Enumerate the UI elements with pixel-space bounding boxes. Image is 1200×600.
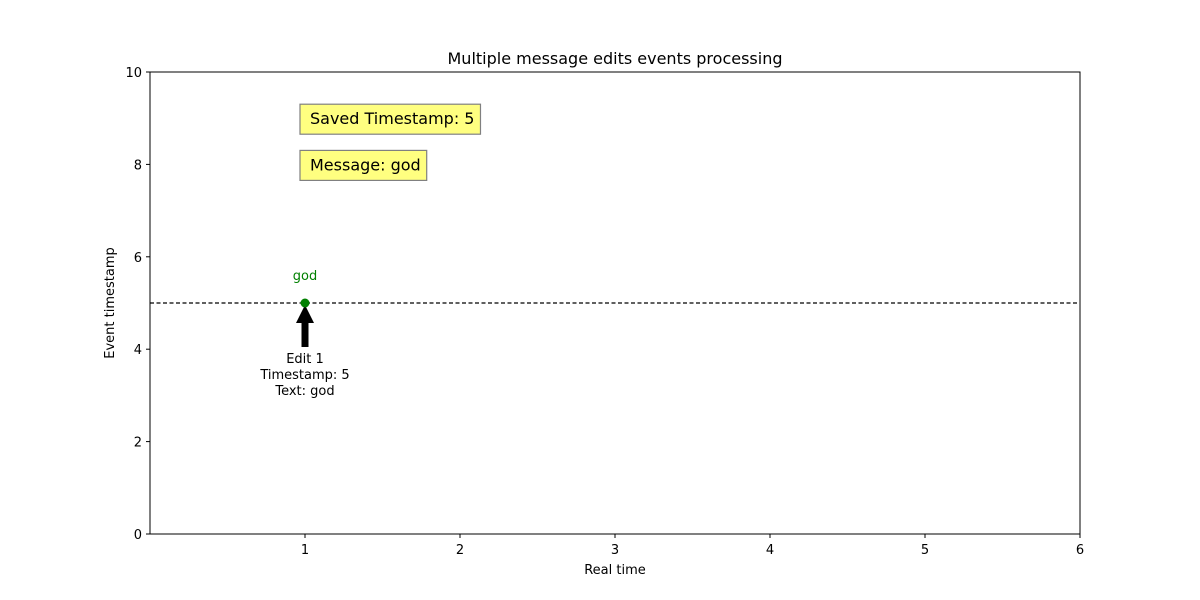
x-tick-label: 1 (301, 543, 309, 558)
x-tick-label: 5 (921, 543, 929, 558)
y-tick-label: 8 (134, 158, 142, 173)
y-tick-label: 0 (134, 528, 142, 543)
x-tick-label: 6 (1076, 543, 1084, 558)
y-axis-label: Event timestamp (103, 247, 118, 359)
plot-area: 1 2 3 4 5 6 0 2 4 6 8 10 Saved Timestamp: 5 Message: … (125, 66, 1084, 558)
x-tick-label: 3 (611, 543, 619, 558)
annotation-text: Text: god (274, 384, 334, 399)
x-axis-label: Real time (584, 563, 646, 578)
info-box (299, 149, 428, 181)
data-point-label: god (293, 269, 317, 284)
annotation-text: Edit 1 (286, 352, 324, 367)
info-box-text: Message: god (310, 155, 421, 174)
y-tick-label: 10 (125, 66, 142, 81)
annotation-arrow (296, 305, 314, 347)
y-tick-label: 6 (134, 251, 142, 266)
annotation-text: Timestamp: 5 (259, 368, 349, 383)
x-tick-label: 4 (766, 543, 774, 558)
info-box-text: Saved Timestamp: 5 (310, 109, 474, 128)
y-tick-label: 4 (134, 343, 142, 358)
data-point (300, 298, 310, 308)
x-tick-label: 2 (456, 543, 464, 558)
chart-title: Multiple message edits events processing (448, 49, 783, 68)
info-box (299, 103, 482, 135)
y-tick-label: 2 (134, 436, 142, 451)
